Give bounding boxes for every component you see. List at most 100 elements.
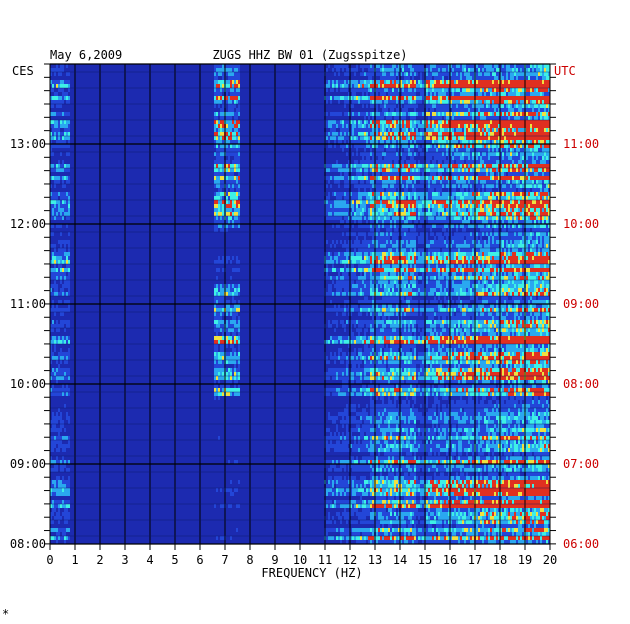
spectrogram-cell xyxy=(360,88,362,92)
spectrogram-cell xyxy=(546,140,548,144)
spectrogram-cell xyxy=(536,220,538,224)
spectrogram-cell xyxy=(528,136,530,140)
spectrogram-cell xyxy=(50,184,52,188)
spectrogram-cell xyxy=(220,108,222,112)
spectrogram-cell xyxy=(334,176,336,180)
spectrogram-cell xyxy=(50,140,52,144)
spectrogram-cell xyxy=(352,140,354,144)
spectrogram-cell xyxy=(236,80,238,84)
spectrogram-cell xyxy=(488,84,490,88)
spectrogram-cell xyxy=(412,164,414,168)
spectrogram-cell xyxy=(378,176,380,180)
spectrogram-cell xyxy=(62,180,64,184)
spectrogram-cell xyxy=(346,164,348,168)
spectrogram-cell xyxy=(418,112,420,116)
spectrogram-cell xyxy=(526,84,528,88)
spectrogram-cell xyxy=(390,176,392,180)
spectrogram-cell xyxy=(456,212,458,216)
spectrogram-cell xyxy=(448,112,450,116)
spectrogram-cell xyxy=(60,112,62,116)
spectrogram-cell xyxy=(408,104,410,108)
spectrogram-cell xyxy=(530,152,532,156)
spectrogram-cell xyxy=(480,216,482,220)
spectrogram-cell xyxy=(328,196,330,200)
spectrogram-cell xyxy=(432,208,434,212)
spectrogram-cell xyxy=(460,220,462,224)
spectrogram-cell xyxy=(378,188,380,192)
spectrogram-cell xyxy=(538,132,540,136)
spectrogram-cell xyxy=(492,196,494,200)
spectrogram-cell xyxy=(496,80,498,84)
spectrogram-cell xyxy=(490,192,492,196)
spectrogram-cell xyxy=(480,192,482,196)
spectrogram-cell xyxy=(378,196,380,200)
spectrogram-cell xyxy=(454,152,456,156)
spectrogram-cell xyxy=(452,160,454,164)
spectrogram-cell xyxy=(66,132,68,136)
spectrogram-cell xyxy=(426,76,428,80)
spectrogram-cell xyxy=(64,200,66,204)
spectrogram-cell xyxy=(478,132,480,136)
spectrogram-cell xyxy=(398,192,400,196)
spectrogram-cell xyxy=(534,64,536,68)
spectrogram-cell xyxy=(480,220,482,224)
spectrogram-cell xyxy=(434,160,436,164)
spectrogram-cell xyxy=(398,108,400,112)
spectrogram-cell xyxy=(422,120,424,124)
spectrogram-cell xyxy=(534,100,536,104)
spectrogram-cell xyxy=(486,224,488,228)
spectrogram-cell xyxy=(360,128,362,132)
spectrogram-cell xyxy=(406,148,408,152)
spectrogram-cell xyxy=(420,96,422,100)
spectrogram-cell xyxy=(522,212,524,216)
spectrogram-cell xyxy=(216,156,218,160)
spectrogram-cell xyxy=(446,212,448,216)
spectrogram-cell xyxy=(348,72,350,76)
spectrogram-cell xyxy=(362,128,364,132)
spectrogram-cell xyxy=(420,208,422,212)
spectrogram-cell xyxy=(542,192,544,196)
spectrogram-cell xyxy=(66,136,68,140)
spectrogram-cell xyxy=(464,144,466,148)
spectrogram-cell xyxy=(236,112,238,116)
spectrogram-cell xyxy=(384,168,386,172)
spectrogram-cell xyxy=(462,76,464,80)
spectrogram-cell xyxy=(50,144,52,148)
spectrogram-cell xyxy=(384,144,386,148)
spectrogram-cell xyxy=(436,184,438,188)
spectrogram-cell xyxy=(468,172,470,176)
spectrogram-cell xyxy=(338,72,340,76)
spectrogram-cell xyxy=(454,108,456,112)
spectrogram-cell xyxy=(446,204,448,208)
spectrogram-cell xyxy=(60,204,62,208)
spectrogram-cell xyxy=(370,212,372,216)
spectrogram-cell xyxy=(510,208,512,212)
spectrogram-cell xyxy=(516,108,518,112)
spectrogram-cell xyxy=(332,224,334,228)
spectrogram-cell xyxy=(214,160,216,164)
spectrogram-cell xyxy=(430,144,432,148)
spectrogram-cell xyxy=(450,96,452,100)
spectrogram-cell xyxy=(432,168,434,172)
spectrogram-cell xyxy=(376,160,378,164)
spectrogram-cell xyxy=(440,132,442,136)
spectrogram-cell xyxy=(540,132,542,136)
spectrogram-cell xyxy=(234,192,236,196)
spectrogram-cell xyxy=(386,212,388,216)
spectrogram-cell xyxy=(514,196,516,200)
spectrogram-cell xyxy=(466,216,468,220)
spectrogram-cell xyxy=(430,92,432,96)
spectrogram-cell xyxy=(370,124,372,128)
spectrogram-cell xyxy=(536,100,538,104)
spectrogram-cell xyxy=(454,128,456,132)
spectrogram-cell xyxy=(238,108,240,112)
spectrogram-cell xyxy=(234,212,236,216)
spectrogram-cell xyxy=(396,100,398,104)
spectrogram-cell xyxy=(388,228,390,232)
spectrogram-cell xyxy=(486,212,488,216)
spectrogram-cell xyxy=(530,132,532,136)
spectrogram-cell xyxy=(522,84,524,88)
spectrogram-cell xyxy=(358,100,360,104)
spectrogram-cell xyxy=(482,148,484,152)
spectrogram-cell xyxy=(402,116,404,120)
